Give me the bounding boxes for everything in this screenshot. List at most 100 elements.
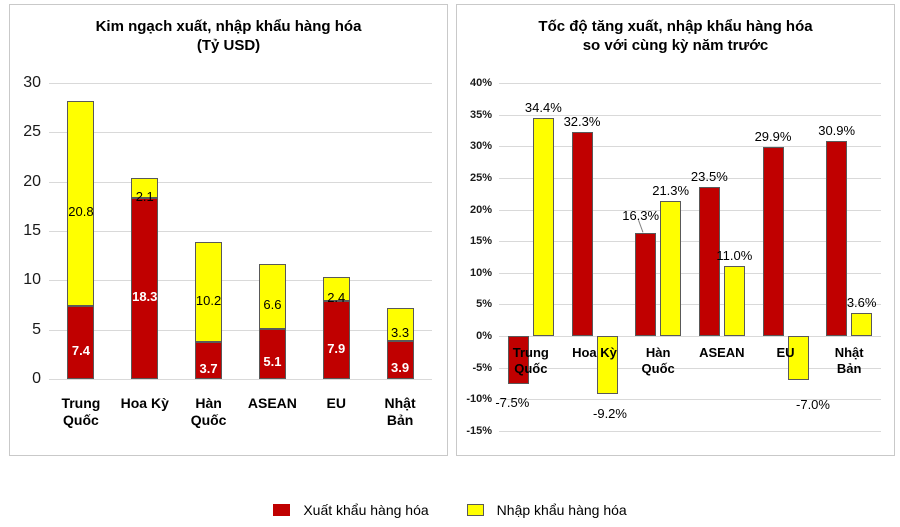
value-label: -9.2%: [593, 406, 627, 422]
value-label: 23.5%: [690, 169, 728, 185]
gridline: [49, 231, 432, 232]
value-label-export: 5.1: [263, 354, 282, 370]
y-axis-tick-label: 10: [23, 271, 41, 289]
gridline: [499, 146, 881, 148]
bar-import: [532, 118, 554, 337]
value-label: 30.9%: [818, 122, 856, 138]
chart-legend: Xuất khẩu hàng hóa Nhập khẩu hàng hóa: [0, 500, 900, 520]
y-axis-tick-label: 5%: [476, 298, 492, 311]
chart-title-line: Tốc độ tăng xuất, nhập khẩu hàng hóa: [538, 18, 813, 35]
y-axis-tick-label: 5: [32, 320, 41, 338]
value-label-import: 3.3: [391, 324, 410, 340]
category-label: Hàn Quốc: [190, 395, 227, 428]
category-label: Nhật Bản: [834, 345, 864, 377]
value-label-export: 7.4: [71, 342, 90, 358]
y-axis-tick-label: 10%: [469, 266, 492, 279]
value-label: 11.0%: [716, 248, 753, 264]
value-label: 3.6%: [846, 295, 877, 311]
value-label-export: 18.3: [132, 289, 158, 305]
plot-area-growth-rate: -15% -10% -5% 0% 5% 10% 15% 20% 25% 30% 35% 40% -7.5…: [457, 5, 894, 455]
y-axis-tick-label: 30%: [469, 140, 492, 153]
bar-export: [698, 187, 720, 337]
y-axis-tick-label: -5%: [472, 361, 492, 374]
chart-title-line: Kim ngạch xuất, nhập khẩu hàng hóa: [95, 18, 362, 35]
value-label: 32.3%: [563, 113, 601, 129]
gridline: [499, 336, 881, 338]
chart-subtitle-line: so với cùng kỳ năm trước: [582, 37, 769, 54]
gridline: [499, 304, 881, 306]
value-label: 16.3%: [622, 207, 660, 223]
y-axis-tick-label: 20: [23, 172, 41, 190]
y-axis-tick-label: 35%: [469, 108, 492, 121]
value-label-import: 20.8: [68, 203, 94, 219]
gridline: [499, 209, 881, 211]
gridline: [49, 329, 432, 331]
bar-segment-export: [386, 340, 414, 379]
bar-segment-export: [322, 301, 350, 379]
bar-export: [826, 140, 848, 337]
y-axis-tick-label: 15: [23, 222, 41, 239]
value-label-export: 7.9: [327, 340, 346, 356]
value-label: -7.5%: [495, 394, 530, 410]
legend-item-export: Xuất khẩu hàng hóa: [273, 501, 429, 519]
bar-segment-import: [67, 100, 95, 306]
gridline: [49, 181, 432, 183]
plot-area-trade-turnover: 0 5 10 15 20 25 30 7.4 20.8 Trung Quốc 18.3 2.1 Hoa …: [10, 5, 447, 455]
bar-import: [723, 266, 745, 337]
gridline: [499, 114, 881, 116]
value-label-import: 10.2: [195, 292, 222, 308]
value-label: -7.0%: [796, 397, 830, 413]
category-label: Hoa Kỳ: [572, 345, 617, 361]
bar-segment-import: [322, 277, 350, 302]
legend-label-import: Nhập khẩu hàng hóa: [496, 502, 627, 518]
bar-segment-export: [258, 328, 286, 379]
bar-export: [762, 146, 784, 337]
gridline: [499, 177, 881, 179]
value-label-export: 3.7: [199, 361, 218, 377]
chart-title-trade-turnover: Kim ngạch xuất, nhập khẩu hàng hóa (Tỷ U…: [10, 17, 447, 55]
bar-export: [571, 131, 593, 337]
category-label: EU: [326, 395, 346, 411]
value-label: 29.9%: [754, 128, 792, 144]
bar-segment-import: [131, 177, 159, 199]
y-axis-tick-label: -15%: [466, 425, 492, 437]
bar-segment-import: [195, 241, 223, 343]
category-label: Trung Quốc: [512, 345, 549, 377]
y-axis-tick-label: 0: [32, 370, 41, 387]
category-label: Nhật Bản: [384, 395, 416, 428]
category-label: ASEAN: [247, 395, 297, 411]
bar-import: [660, 201, 682, 337]
value-label: 21.3%: [652, 183, 690, 199]
value-label: 34.4%: [524, 100, 562, 116]
gridline: [49, 132, 432, 134]
y-axis-tick-label: 25%: [469, 171, 492, 184]
value-label-export: 3.9: [391, 360, 410, 376]
gridline: [499, 367, 881, 369]
bar-segment-export: [67, 305, 95, 379]
y-axis-tick-label: -10%: [466, 393, 492, 406]
bar-segment-import: [386, 307, 414, 341]
bar-export: [507, 336, 529, 384]
y-axis-tick-label: 20%: [469, 203, 492, 216]
chart-panel-growth-rate: Tốc độ tăng xuất, nhập khẩu hàng hóa so …: [456, 4, 895, 456]
bar-import: [596, 336, 618, 395]
category-label: ASEAN: [699, 345, 745, 361]
bar-segment-import: [258, 263, 286, 329]
y-axis-tick-label: 15%: [469, 235, 492, 248]
category-label: EU: [776, 345, 795, 361]
gridline: [499, 83, 881, 84]
chart-panel-trade-turnover: Kim ngạch xuất, nhập khẩu hàng hóa (Tỷ U…: [9, 4, 448, 456]
bar-import: [851, 313, 873, 337]
gridline: [499, 431, 881, 432]
bar-segment-export: [131, 198, 159, 379]
bar-export: [635, 232, 657, 337]
chart-subtitle-line: (Tỷ USD): [196, 37, 261, 54]
category-label: Hàn Quốc: [641, 345, 675, 377]
y-axis-tick-label: 0%: [476, 330, 492, 343]
legend-item-import: Nhập khẩu hàng hóa: [466, 501, 627, 519]
y-axis-tick-label: 30: [23, 74, 41, 91]
category-label: Hoa Kỳ: [120, 395, 169, 411]
gridline: [49, 379, 432, 380]
gridline: [499, 399, 881, 401]
